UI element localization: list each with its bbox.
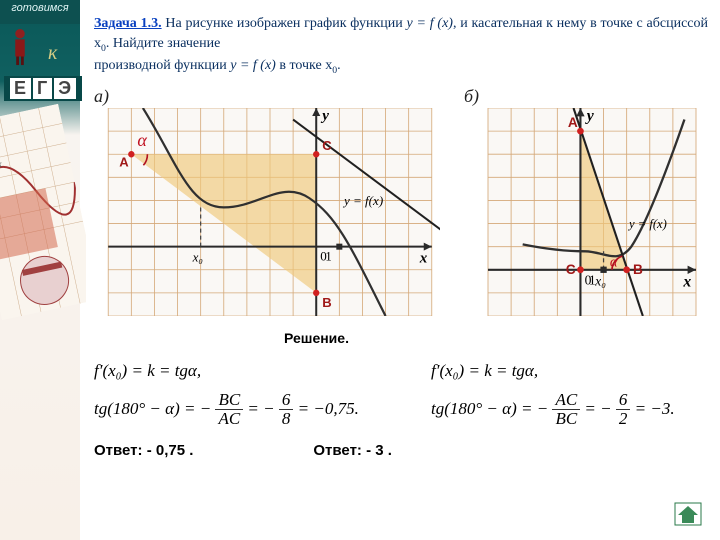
svg-text:C: C <box>322 138 332 153</box>
chart-b: 01xyx₀αy = f(x)ABC <box>482 108 702 316</box>
formula-b-2: tg(180° − α) = − ACBC = − 62 = −3. <box>431 390 708 428</box>
formula-b-1: f′(x₀) = k = tgα, <box>431 352 708 389</box>
figure-label-b: б) <box>464 86 479 107</box>
home-icon[interactable] <box>674 502 702 526</box>
pt4: производной функции <box>94 58 230 73</box>
fa2pre: tg(180° − α) = − <box>94 399 211 418</box>
problem-statement: Задача 1.3. На рисунке изображен график … <box>94 14 708 78</box>
fb2pre: tg(180° − α) = − <box>431 399 548 418</box>
person-icon <box>8 28 32 66</box>
content-area: Задача 1.3. На рисунке изображен график … <box>86 0 716 540</box>
fb3d: 2 <box>616 410 631 428</box>
ege-g: Г <box>33 78 52 99</box>
fb2d: BC <box>552 410 580 428</box>
svg-text:α: α <box>137 130 147 150</box>
func1: y = f (x) <box>407 16 453 31</box>
fa2n: BC <box>215 391 243 410</box>
svg-text:y = f(x): y = f(x) <box>342 193 383 208</box>
answer-row: Ответ: - 0,75 . Ответ: - 3 . <box>94 442 708 459</box>
fb3n: 6 <box>616 391 631 410</box>
fb2mid: = − <box>584 399 611 418</box>
svg-text:C: C <box>566 262 576 277</box>
formula-a-2: tg(180° − α) = − BCAC = − 68 = −0,75. <box>94 390 371 428</box>
sidebar: готовимся к Е Г Э y=sinx <box>0 0 80 540</box>
formula-a-1: f′(x₀) = k = tgα, <box>94 352 371 389</box>
svg-text:α: α <box>610 255 618 271</box>
answer-a: Ответ: - 0,75 . <box>94 442 193 459</box>
pt6: . <box>337 58 341 73</box>
svg-text:y: y <box>320 108 329 124</box>
ege-logo: Е Г Э <box>4 76 82 101</box>
svg-text:A: A <box>119 155 129 170</box>
decor-sidebar-chart: y=sinx <box>0 104 100 320</box>
formula-row: f′(x₀) = k = tgα, tg(180° − α) = − BCAC … <box>94 352 708 428</box>
fa2mid: = − <box>247 399 274 418</box>
func2: y = f (x) <box>230 58 276 73</box>
fa3n: 6 <box>279 391 294 410</box>
kappa-letter: к <box>48 42 57 65</box>
figure-row: а) б) 01xyx₀αy = f(x)ABC 01xyx₀αy = f(x)… <box>94 86 708 326</box>
svg-text:B: B <box>633 262 643 277</box>
fa2d: AC <box>215 410 243 428</box>
pt5: в точке x <box>276 58 332 73</box>
fa2post: = −0,75. <box>298 399 359 418</box>
fb2post: = −3. <box>635 399 675 418</box>
svg-text:1: 1 <box>325 249 332 264</box>
fa3d: 8 <box>279 410 294 428</box>
figure-label-a: а) <box>94 86 109 107</box>
chart-a: 01xyx₀αy = f(x)ABC <box>100 108 440 316</box>
svg-text:y: y <box>585 108 595 125</box>
answer-b: Ответ: - 3 . <box>313 442 392 459</box>
ege-e: Е <box>10 78 31 99</box>
formula-col-b: f′(x₀) = k = tgα, tg(180° − α) = − ACBC … <box>431 352 708 428</box>
svg-text:y = f(x): y = f(x) <box>627 217 667 231</box>
pt1: На рисунке изображен график функции <box>162 16 407 31</box>
solution-heading: Решение. <box>284 330 708 346</box>
svg-text:x₀: x₀ <box>594 274 606 289</box>
fb2n: AC <box>552 391 580 410</box>
svg-text:A: A <box>568 115 578 130</box>
svg-text:x: x <box>682 274 691 291</box>
svg-text:x₀: x₀ <box>192 250 203 265</box>
pt3: . Найдите значение <box>106 36 220 51</box>
ege-e2: Э <box>54 78 76 99</box>
svg-text:B: B <box>322 295 331 310</box>
formula-col-a: f′(x₀) = k = tgα, tg(180° − α) = − BCAC … <box>94 352 371 428</box>
svg-text:x: x <box>419 251 428 267</box>
sidebar-top-label: готовимся <box>0 0 80 24</box>
problem-label: Задача 1.3. <box>94 16 162 31</box>
